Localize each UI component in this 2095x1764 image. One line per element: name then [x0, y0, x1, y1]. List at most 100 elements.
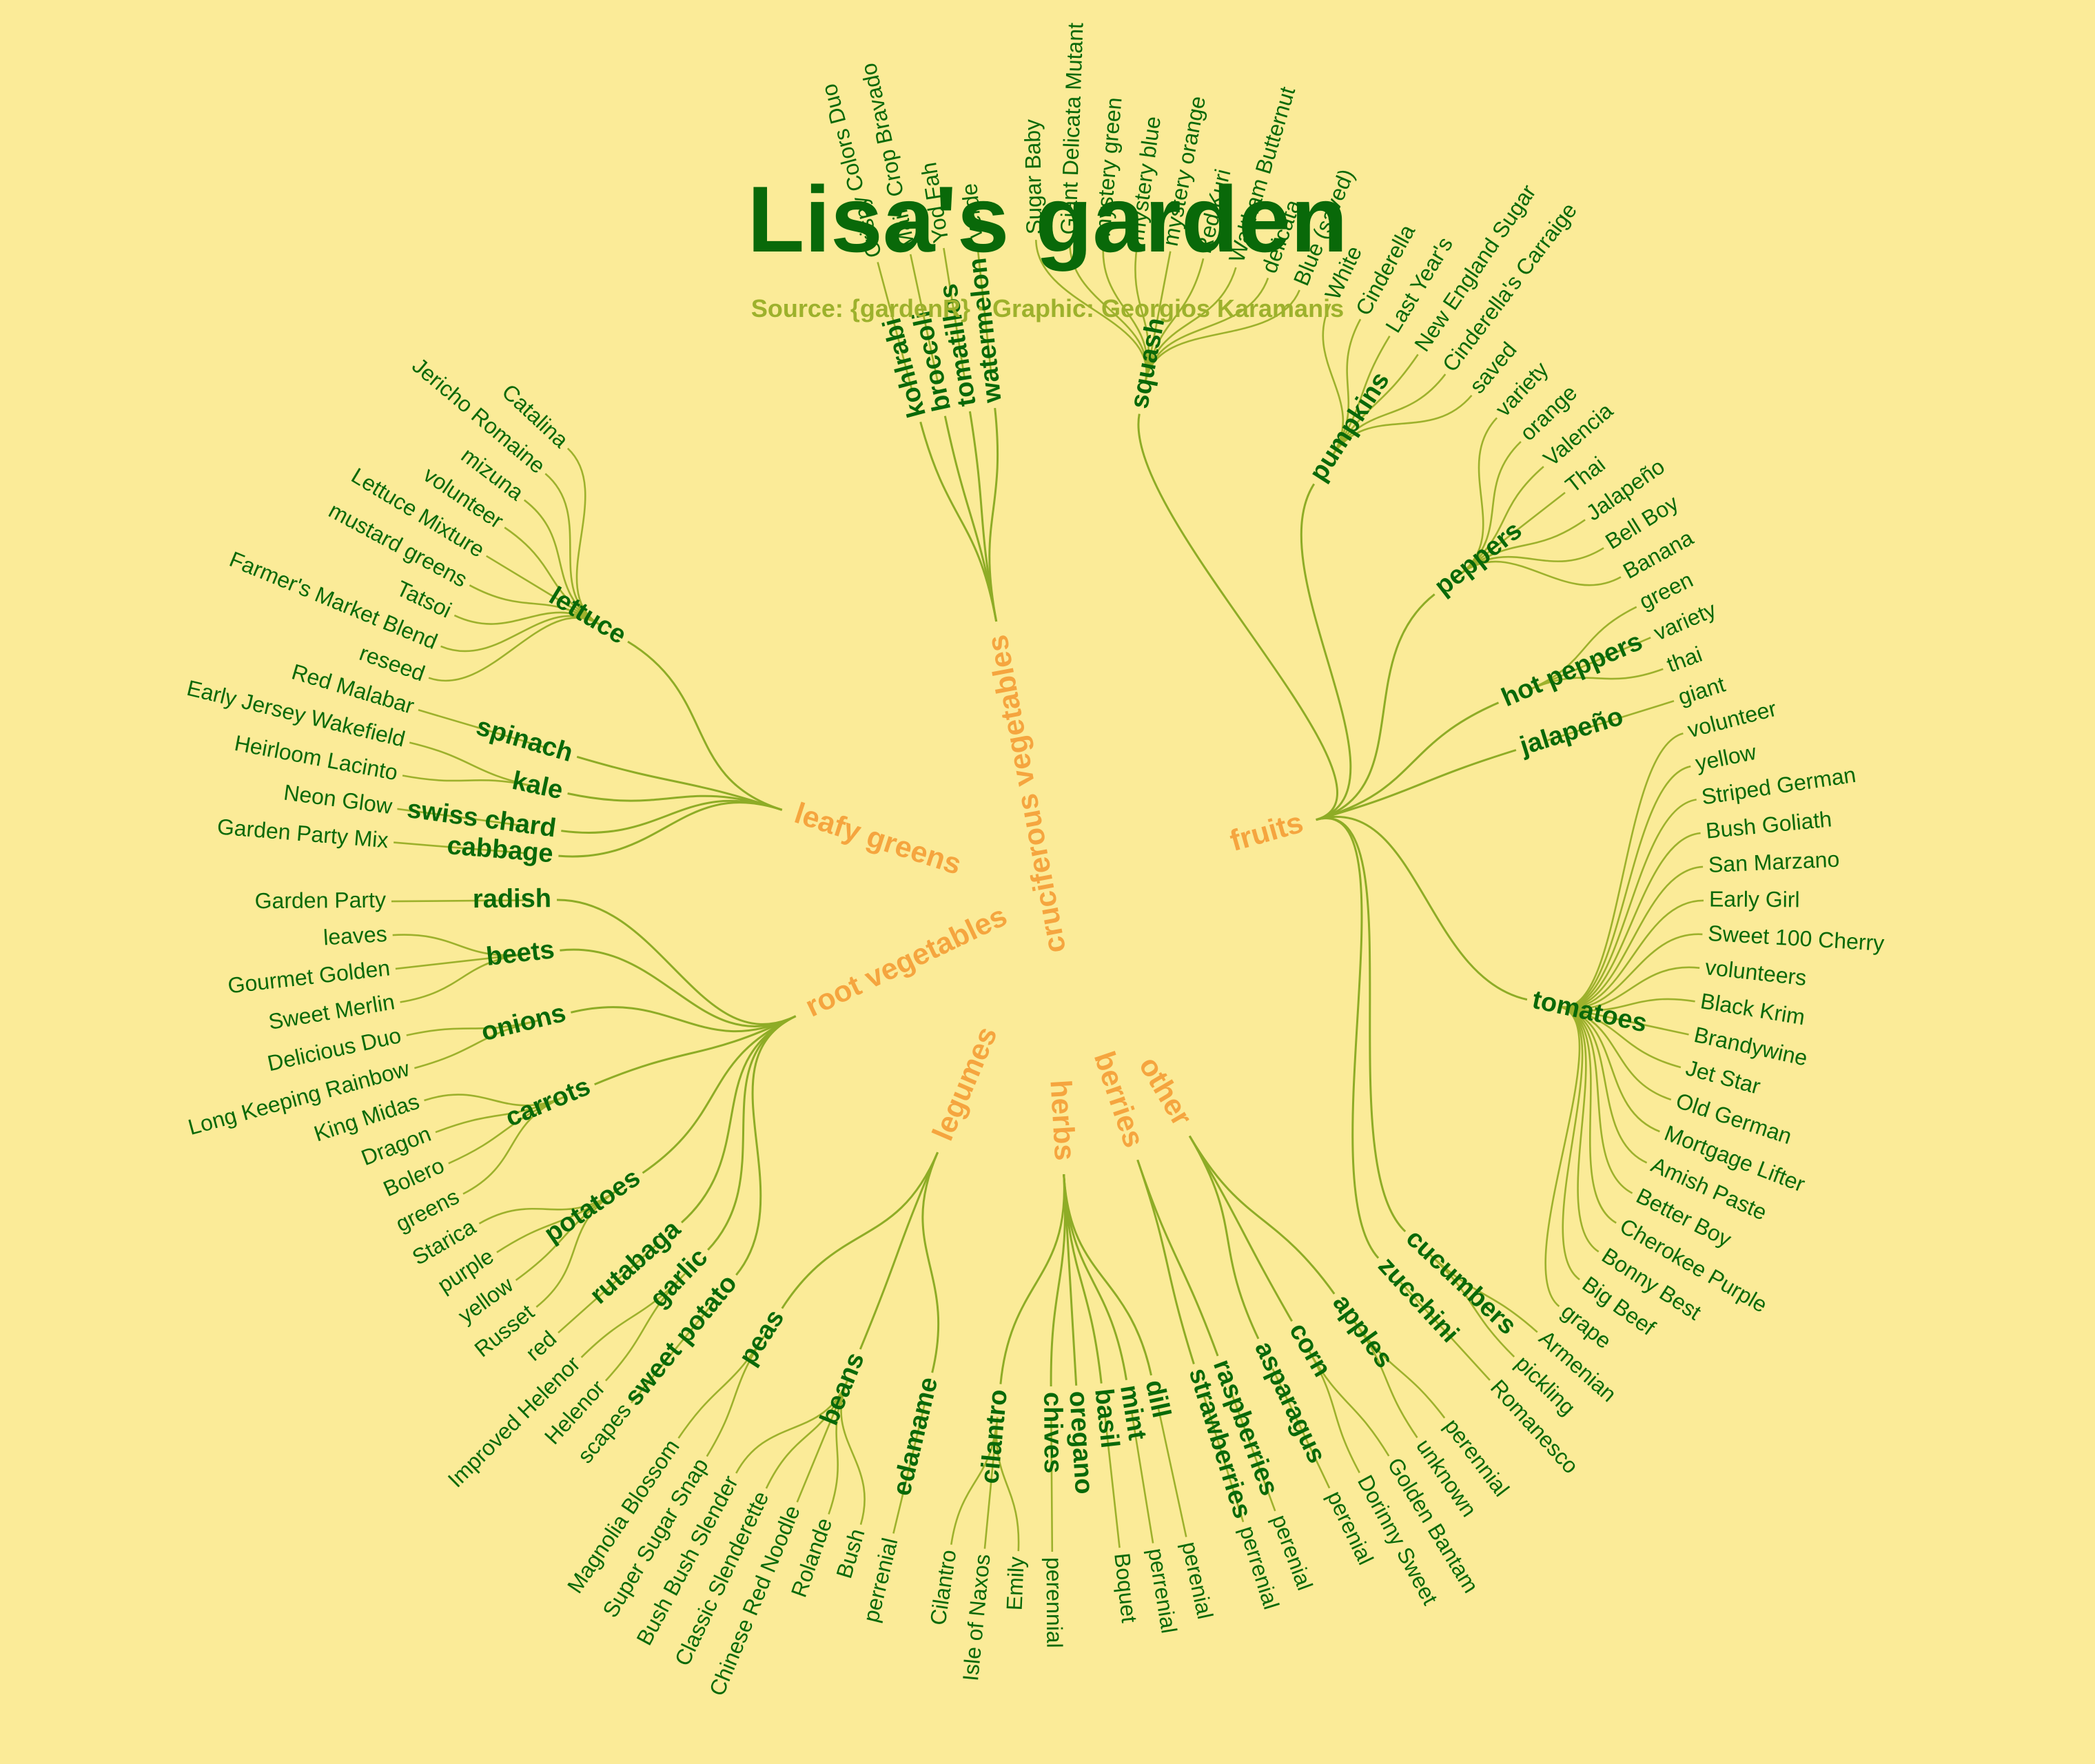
edge-cucumbers-1: [1429, 1253, 1515, 1358]
edge-root-vegetables-5: [571, 1006, 797, 1033]
plant-label-onions: onions: [478, 998, 569, 1047]
edge-squash-7: [1145, 277, 1269, 382]
edge-lettuce-7: [544, 473, 600, 626]
plant-label-peas: peas: [733, 1304, 790, 1371]
edge-sweet-potato-0: [630, 1300, 716, 1404]
edge-lettuce-6: [523, 499, 600, 626]
edge-beans-1: [828, 1380, 849, 1515]
edge-beans-0: [840, 1380, 866, 1525]
edge-corn-1: [1307, 1349, 1360, 1474]
edge-berries-1: [1136, 1159, 1195, 1365]
edge-edamame-0: [892, 1404, 926, 1534]
edge-tomatoes-10: [1559, 1005, 1682, 1069]
edge-root-vegetables-0: [735, 1015, 797, 1276]
variety-label: leaves: [323, 921, 387, 950]
category-label-legumes: legumes: [926, 1022, 1004, 1145]
edge-root-vegetables-2: [681, 1015, 797, 1224]
edge-kale-0: [402, 775, 535, 788]
edge-tomatoes-0: [1559, 732, 1684, 1008]
edge-tomatoes-15: [1559, 1005, 1617, 1224]
edge-garlic-0: [604, 1273, 686, 1382]
edge-peppers-1: [1460, 440, 1522, 575]
edge-asparagus-0: [1271, 1368, 1331, 1489]
edge-squash-0: [1035, 240, 1147, 382]
edge-leafy-greens-0: [558, 801, 783, 858]
edge-potatoes-3: [478, 1191, 616, 1224]
variety-label: Garden Party Mix: [216, 814, 389, 852]
edge-mint-0: [1131, 1412, 1154, 1544]
edge-lettuce-8: [566, 447, 600, 626]
edge-fruits-2: [1316, 593, 1435, 821]
edge-peppers-4: [1460, 519, 1586, 575]
edge-beans-2: [796, 1380, 849, 1503]
edge-tomatoes-3: [1559, 832, 1701, 1009]
edge-tomatoes-1: [1559, 765, 1691, 1008]
edge-lettuce-0: [428, 617, 600, 682]
edge-tomatoes-7: [1559, 966, 1700, 1010]
edge-jalape-o-0: [1547, 700, 1675, 741]
edge-tomatoes-18: [1544, 1005, 1581, 1307]
edge-lettuce-4: [486, 555, 600, 626]
edge-root-vegetables-7: [556, 899, 797, 1025]
category-label-herbs: herbs: [1043, 1079, 1081, 1162]
plant-label-peppers: peppers: [1429, 516, 1527, 602]
edge-broccoli-0: [909, 254, 939, 384]
edge-root-vegetables-6: [560, 948, 797, 1027]
plant-label-carrots: carrots: [502, 1071, 595, 1132]
edge-potatoes-1: [515, 1191, 616, 1281]
plant-label-chives: chives: [1038, 1392, 1067, 1474]
plant-label-kale: kale: [509, 766, 565, 805]
category-label-fruits: fruits: [1227, 806, 1307, 858]
edge-tomatoes-9: [1559, 1005, 1689, 1036]
edge-peas-0: [706, 1335, 765, 1457]
edge-peppers-5: [1460, 547, 1604, 575]
edge-pumpkins-3: [1331, 353, 1419, 457]
edge-tomatoes-6: [1559, 933, 1703, 1009]
variety-label: thai: [1664, 642, 1706, 677]
edge-other-2: [1188, 1135, 1260, 1340]
edge-kohlrabi-0: [877, 262, 913, 391]
variety-label: Sugar Baby: [1020, 119, 1047, 235]
variety-label: Gourmet Golden: [227, 955, 391, 998]
edge-lettuce-2: [453, 611, 600, 626]
variety-label: Early Girl: [1709, 886, 1800, 912]
edge-tomatoes-13: [1559, 1005, 1648, 1164]
edge-fruits-3: [1316, 701, 1500, 821]
edge-dill-0: [1157, 1407, 1187, 1537]
variety-label: volunteers: [1704, 954, 1808, 990]
edge-squash-5: [1145, 258, 1205, 382]
edge-fruits-6: [1316, 817, 1407, 1233]
edge-beets-1: [395, 953, 527, 970]
edge-squash-1: [1068, 240, 1148, 382]
edge-squash-4: [1145, 251, 1172, 382]
variety-label: verde: [957, 182, 987, 239]
variety-label: Emily: [1002, 1556, 1029, 1611]
edge-fruits-4: [1316, 749, 1517, 821]
variety-label: perrenial: [1143, 1546, 1182, 1635]
plant-label-beans: beans: [815, 1348, 870, 1430]
edge-onions-1: [406, 1019, 540, 1036]
variety-label: red: [521, 1326, 561, 1366]
edge-onions-0: [414, 1019, 540, 1069]
category-label-root-vegetables: root vegetables: [800, 899, 1012, 1023]
edge-beans-4: [735, 1380, 849, 1474]
edge-peppers-2: [1460, 466, 1544, 575]
plant-label-jalape-o: jalapeño: [1516, 701, 1627, 761]
edge-apples-0: [1353, 1320, 1446, 1419]
edge-kale-1: [409, 741, 535, 788]
edge-other-1: [1188, 1135, 1294, 1322]
variety-label: giant: [1675, 672, 1728, 710]
edge-cilantro-0: [995, 1417, 1020, 1552]
edge-root-vegetables-4: [594, 1015, 797, 1086]
edge-cruciferous-vegetables-3: [988, 407, 999, 622]
edge-zucchini-0: [1400, 1282, 1491, 1381]
edge-legumes-2: [781, 1151, 939, 1309]
plant-label-basil: basil: [1089, 1387, 1124, 1450]
edge-squash-2: [1102, 242, 1148, 382]
edge-pumpkins-0: [1322, 303, 1345, 457]
plant-label-cilantro: cilantro: [975, 1388, 1013, 1486]
edge-beets-0: [400, 953, 527, 1003]
edge-cucumbers-0: [1429, 1253, 1538, 1333]
edge-tomatoes-4: [1559, 865, 1704, 1009]
